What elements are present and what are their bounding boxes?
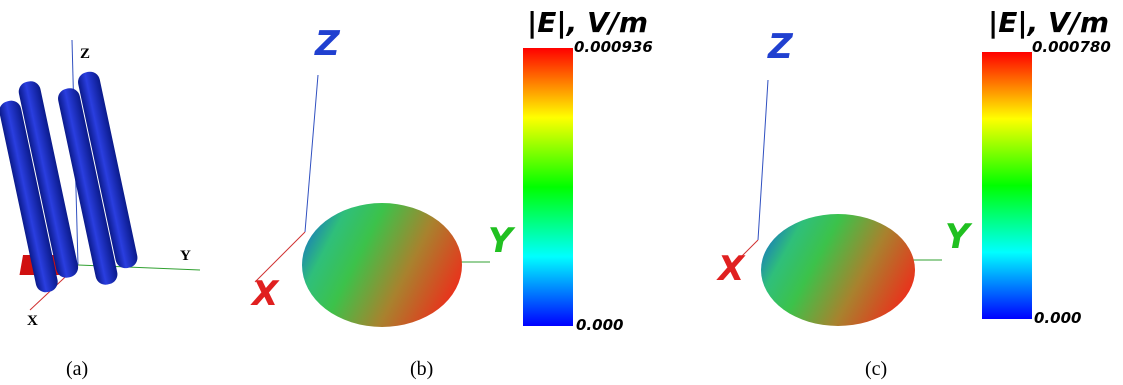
colorbar-max: 0.000936	[574, 38, 653, 56]
panel-b: Z Y X |E|, V/m 0.000936 0.000 (b)	[250, 6, 653, 380]
axis-label: X	[27, 313, 38, 329]
axis-label: Y	[180, 248, 191, 264]
colorbar	[982, 52, 1032, 319]
axis-label: Z	[314, 24, 341, 64]
z-axis	[758, 80, 768, 240]
panel-a: Z Y X (a)	[0, 40, 200, 380]
figure: Z Y X (a) Z Y X |E|, V/m 0.000936 0.000 …	[0, 0, 1123, 385]
colorbar-title: |E|, V/m	[527, 6, 648, 39]
colorbar-max: 0.000780	[1032, 38, 1111, 56]
colorbar-title: |E|, V/m	[988, 6, 1109, 39]
radiation-pattern	[302, 203, 462, 327]
colorbar-min: 0.000	[576, 316, 623, 334]
axis-label: Y	[488, 221, 516, 261]
cylinders	[0, 67, 142, 299]
colorbar-min: 0.000	[1034, 309, 1081, 327]
axis-label: Z	[80, 46, 90, 62]
axis-label: X	[716, 249, 746, 289]
z-axis	[305, 75, 318, 232]
radiation-pattern	[761, 214, 915, 326]
caption: (c)	[865, 358, 887, 380]
caption: (a)	[66, 358, 88, 380]
axis-label: Y	[945, 217, 973, 257]
colorbar	[523, 48, 573, 326]
axis-label: X	[250, 274, 280, 314]
caption: (b)	[410, 358, 433, 380]
axis-label: Z	[767, 27, 794, 67]
panel-c: Z Y X |E|, V/m 0.000780 0.000 (c)	[716, 6, 1111, 380]
